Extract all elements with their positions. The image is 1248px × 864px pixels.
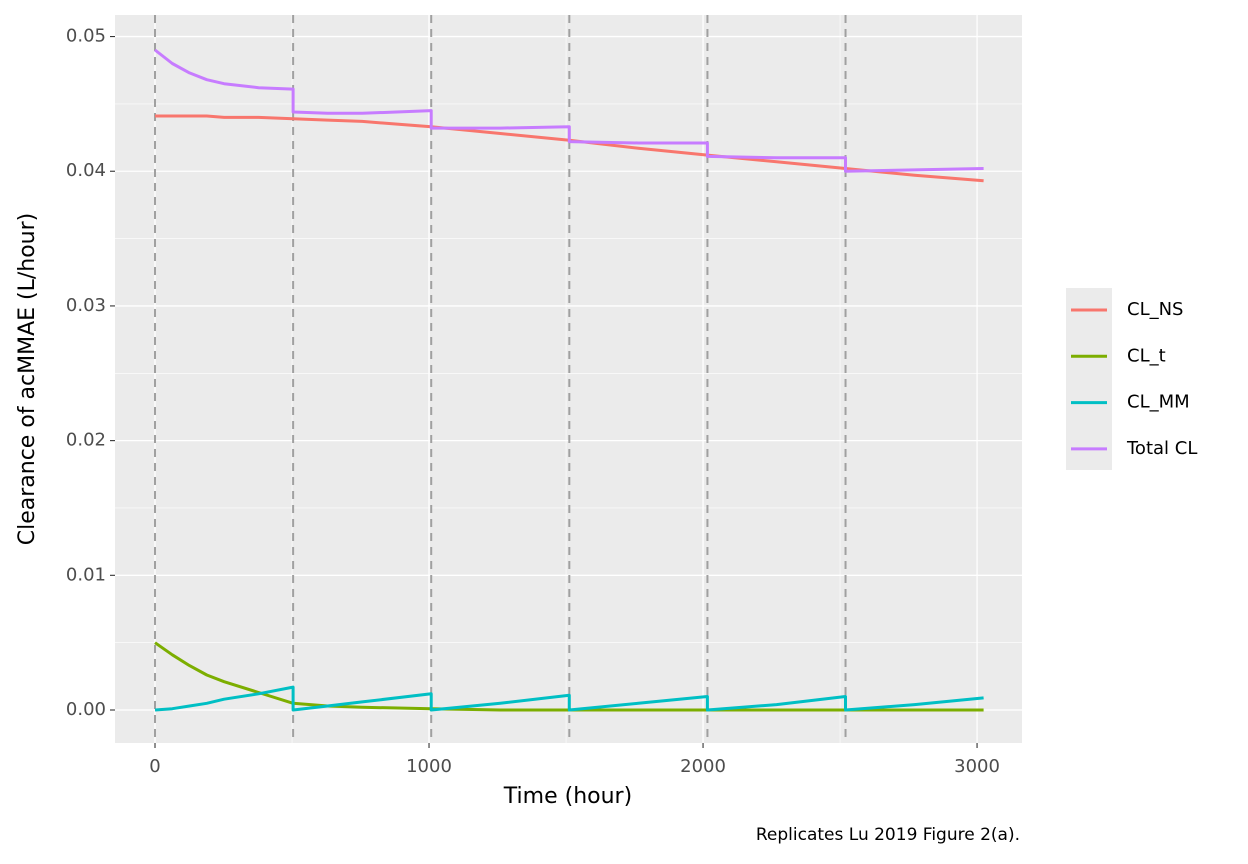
y-tick-label: 0.00 [66,699,106,720]
x-tick-label: 3000 [954,756,1000,777]
legend-label: CL_MM [1127,392,1190,413]
series-line [155,114,984,183]
x-tick-label: 2000 [680,756,726,777]
y-tick-label: 0.01 [66,564,106,585]
legend-label: CL_NS [1127,299,1184,320]
y-tick-label: 0.03 [66,295,106,316]
y-axis-title: Clearance of acMMAE (L/hour) [15,213,40,546]
caption: Replicates Lu 2019 Figure 2(a). [756,825,1020,845]
legend-key-background [1066,288,1112,470]
x-axis-title: Time (hour) [503,784,632,809]
y-tick-label: 0.04 [66,160,106,181]
y-tick-label: 0.02 [66,430,106,451]
series-line [154,641,984,712]
series-line [154,48,984,173]
series-line [154,685,984,712]
y-tick-label: 0.05 [66,26,106,47]
legend-label: Total CL [1126,438,1197,459]
x-tick-label: 1000 [406,756,452,777]
legend-label: CL_t [1127,345,1166,366]
x-tick-label: 0 [149,756,160,777]
